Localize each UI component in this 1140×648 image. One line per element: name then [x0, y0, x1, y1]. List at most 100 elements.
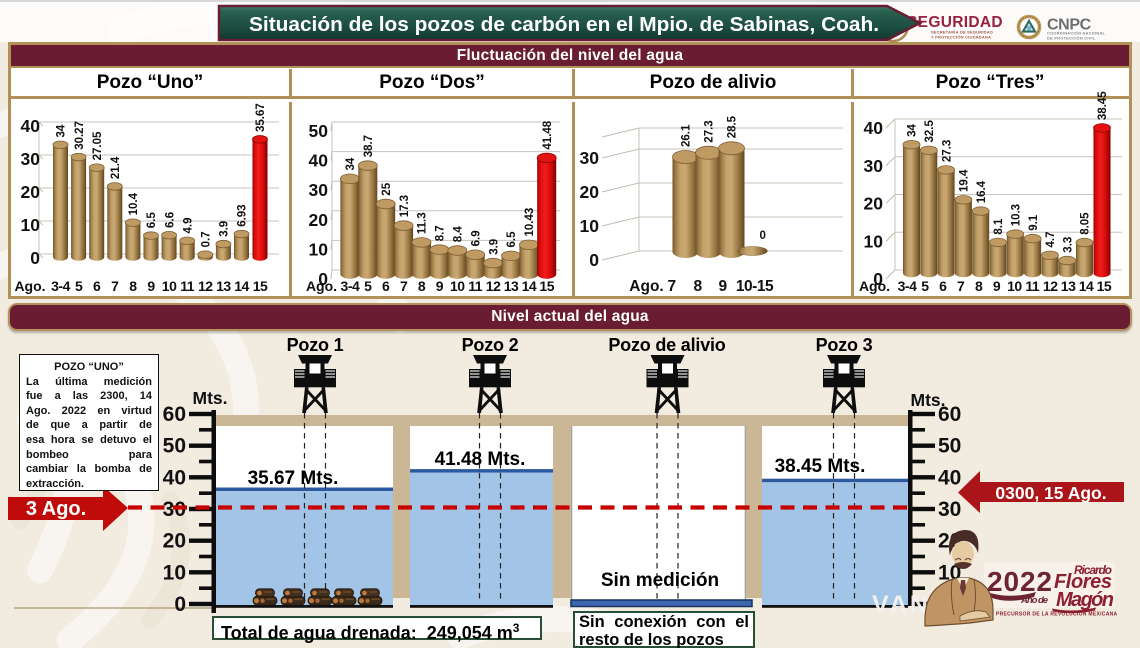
svg-text:50: 50: [938, 435, 961, 458]
svg-text:0: 0: [873, 269, 883, 289]
svg-text:40: 40: [938, 466, 961, 489]
svg-text:SECRETARÍA DE SEGURIDAD: SECRETARÍA DE SEGURIDAD: [931, 30, 993, 35]
svg-text:Ago.: Ago.: [629, 278, 663, 295]
svg-text:28.5: 28.5: [727, 115, 739, 138]
svg-text:6.5: 6.5: [146, 212, 158, 229]
svg-text:0300, 15 Ago.: 0300, 15 Ago.: [995, 483, 1106, 503]
svg-text:8: 8: [418, 278, 426, 294]
svg-text:CNPC: CNPC: [1047, 17, 1092, 34]
svg-text:6: 6: [93, 278, 101, 294]
svg-text:20: 20: [309, 210, 329, 230]
svg-text:3.3: 3.3: [1062, 237, 1074, 253]
svg-text:17.3: 17.3: [399, 195, 411, 217]
svg-text:Ago.: Ago.: [14, 278, 45, 294]
svg-text:6.6: 6.6: [164, 212, 176, 228]
svg-text:40: 40: [21, 116, 41, 136]
svg-text:5: 5: [75, 278, 83, 294]
svg-text:41.48: 41.48: [542, 120, 554, 149]
svg-text:25: 25: [381, 182, 393, 195]
svg-text:27.3: 27.3: [704, 120, 716, 142]
svg-text:40: 40: [163, 466, 186, 489]
svg-text:6: 6: [382, 278, 390, 294]
svg-text:11.3: 11.3: [417, 212, 429, 234]
svg-text:6.9: 6.9: [470, 230, 482, 246]
svg-text:6.93: 6.93: [237, 204, 249, 226]
svg-text:3.9: 3.9: [219, 221, 231, 237]
svg-text:Año de: Año de: [1020, 595, 1049, 606]
svg-text:20: 20: [580, 182, 600, 202]
svg-text:Mts.: Mts.: [193, 388, 228, 408]
svg-text:Mts.: Mts.: [911, 390, 946, 410]
svg-text:8: 8: [129, 278, 137, 294]
svg-text:3 Ago.: 3 Ago.: [26, 498, 86, 520]
svg-text:0.7: 0.7: [201, 231, 213, 247]
svg-text:30: 30: [864, 156, 884, 176]
svg-text:19.4: 19.4: [959, 169, 971, 192]
svg-text:14: 14: [1079, 278, 1094, 294]
svg-text:16.4: 16.4: [976, 180, 988, 203]
svg-text:11: 11: [468, 278, 483, 294]
svg-text:40: 40: [864, 118, 884, 138]
svg-text:10: 10: [163, 561, 186, 584]
svg-text:12: 12: [1043, 278, 1058, 294]
svg-text:10.3: 10.3: [1011, 204, 1023, 226]
svg-text:21.4: 21.4: [110, 156, 122, 179]
svg-text:7: 7: [957, 278, 965, 294]
svg-text:11: 11: [180, 278, 195, 294]
svg-text:15: 15: [1097, 278, 1112, 294]
svg-text:8.05: 8.05: [1080, 212, 1092, 235]
svg-text:27.3: 27.3: [941, 140, 953, 162]
svg-text:Ago.: Ago.: [859, 278, 890, 294]
svg-text:60: 60: [163, 403, 186, 426]
svg-text:0: 0: [318, 269, 328, 289]
svg-text:27.05: 27.05: [92, 131, 104, 160]
svg-text:50: 50: [163, 435, 186, 458]
svg-text:9: 9: [147, 278, 155, 294]
svg-text:3-4: 3-4: [898, 278, 917, 294]
svg-text:30: 30: [938, 498, 961, 521]
svg-text:PRECURSOR DE LA REVOLUCIÓN MEX: PRECURSOR DE LA REVOLUCIÓN MEXICANA: [996, 610, 1118, 618]
svg-text:10: 10: [162, 278, 177, 294]
svg-text:Ricardo: Ricardo: [1074, 563, 1112, 577]
svg-text:Situación de los pozos de carb: Situación de los pozos de carbón en el M…: [249, 14, 879, 36]
svg-text:10: 10: [864, 231, 884, 251]
svg-text:12: 12: [198, 278, 213, 294]
svg-text:10.43: 10.43: [524, 208, 536, 237]
svg-text:34: 34: [345, 157, 357, 170]
svg-text:0: 0: [30, 248, 40, 268]
svg-text:3.9: 3.9: [488, 239, 500, 255]
svg-text:SEGURIDAD: SEGURIDAD: [907, 14, 1003, 31]
svg-text:20: 20: [21, 182, 41, 202]
svg-text:10: 10: [309, 239, 329, 259]
svg-text:20: 20: [864, 194, 884, 214]
svg-text:13: 13: [504, 278, 519, 294]
svg-text:38.45: 38.45: [1097, 91, 1109, 120]
svg-text:13: 13: [1061, 278, 1076, 294]
svg-text:9.1: 9.1: [1028, 214, 1040, 231]
svg-text:9: 9: [436, 278, 444, 294]
svg-text:0: 0: [174, 593, 186, 616]
svg-text:10-15: 10-15: [736, 278, 774, 295]
svg-text:0: 0: [760, 230, 766, 242]
svg-text:9: 9: [718, 278, 727, 295]
svg-text:Magón: Magón: [1056, 589, 1114, 611]
svg-text:10: 10: [580, 216, 600, 236]
svg-text:32.5: 32.5: [924, 120, 936, 143]
svg-text:8.4: 8.4: [453, 226, 465, 243]
svg-text:Ago.: Ago.: [306, 278, 337, 294]
svg-text:40: 40: [309, 151, 329, 171]
svg-text:0: 0: [589, 250, 599, 270]
svg-text:2022: 2022: [987, 566, 1051, 597]
svg-text:3-4: 3-4: [341, 278, 360, 294]
svg-text:10: 10: [450, 278, 465, 294]
svg-text:6.5: 6.5: [506, 231, 518, 248]
svg-text:DE PROTECCIÓN CIVIL: DE PROTECCIÓN CIVIL: [1047, 36, 1096, 41]
svg-text:4.7: 4.7: [1045, 232, 1057, 248]
svg-text:30: 30: [580, 148, 600, 168]
svg-text:5: 5: [364, 278, 372, 294]
svg-text:50: 50: [309, 121, 329, 141]
svg-text:14: 14: [522, 278, 537, 294]
svg-text:Y PROTECCIÓN CIUDADANA: Y PROTECCIÓN CIUDADANA: [931, 35, 991, 40]
svg-text:7: 7: [111, 278, 119, 294]
svg-text:8.7: 8.7: [435, 225, 447, 241]
